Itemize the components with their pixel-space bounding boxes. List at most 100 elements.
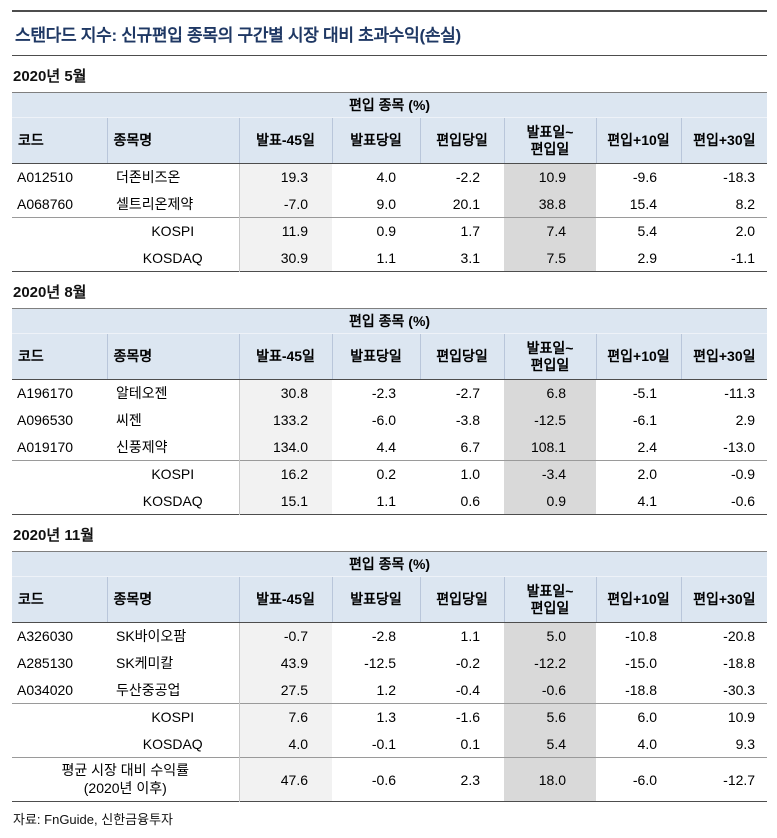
value-cell: 27.5: [238, 676, 332, 704]
stock-name: SK바이오팜: [116, 628, 187, 645]
empty-cell: [12, 217, 107, 245]
table-group-header: 편입 종목 (%): [12, 308, 768, 334]
value-cell: 2.4: [637, 438, 657, 455]
stock-code: A034020: [17, 681, 74, 698]
value-cell: 43.9: [238, 649, 332, 677]
table-row: A034020 두산중공업 27.5 1.2 -0.4 -0.6 -18.8 -30.3: [12, 676, 767, 704]
index-name: KOSDAQ: [142, 735, 203, 752]
group-header-row: 편입 종목 (%): [12, 308, 768, 334]
value-cell: -2.2: [455, 169, 480, 186]
value-cell: 10.9: [681, 703, 768, 731]
column-header: 코드: [12, 117, 107, 164]
column-header: 편입+10일: [595, 333, 681, 380]
value-cell: -2.8: [371, 628, 396, 645]
value-cell: 2.0: [681, 217, 768, 245]
value-cell: 4.0: [238, 730, 332, 758]
stock-name: 셀트리온제약: [116, 195, 194, 212]
table-row: A326030 SK바이오팜 -0.7 -2.8 1.1 5.0 -10.8 -20.8: [12, 622, 767, 650]
column-header: 코드: [12, 333, 107, 380]
value-cell: 2.9: [637, 249, 657, 266]
group-header-row: 편입 종목 (%): [12, 92, 768, 118]
value-cell: 30.8: [238, 379, 332, 407]
column-header: 발표-45일: [238, 576, 332, 623]
value-cell: 1.1: [376, 492, 396, 509]
value-cell: -10.8: [625, 628, 657, 645]
value-cell: 47.6: [238, 757, 332, 802]
value-cell: -13.0: [723, 438, 756, 455]
column-header: 편입+30일: [680, 576, 768, 623]
column-header: 편입+10일: [595, 117, 681, 164]
empty-cell: [12, 703, 107, 731]
column-header: 종목명: [106, 576, 239, 623]
value-cell: 108.1: [504, 433, 596, 461]
value-cell: -3.8: [455, 412, 480, 428]
value-cell: 1.0: [420, 460, 504, 488]
value-cell: -20.8: [723, 628, 756, 645]
value-cell: -18.8: [723, 655, 756, 671]
data-table: 편입 종목 (%) 코드 종목명 발표-45일 발표당일 편입당일 발표일~ 편입일 편입+1…: [12, 551, 768, 802]
table-row: A019170 신풍제약 134.0 4.4 6.7 108.1 2.4 -13.0: [12, 433, 767, 461]
stock-code: A326030: [17, 628, 74, 645]
value-cell: 7.4: [504, 217, 596, 245]
value-cell: -7.0: [238, 190, 332, 218]
summary-label: 평균 시장 대비 수익률 (2020년 이후): [12, 757, 239, 802]
index-row: KOSDAQ 15.1 1.1 0.6 0.9 4.1 -0.6: [12, 487, 767, 515]
column-header: 발표당일: [331, 333, 420, 380]
index-name: KOSDAQ: [142, 492, 203, 509]
value-cell: -9.6: [632, 169, 657, 186]
value-cell: -18.8: [625, 681, 657, 698]
empty-cell: [12, 488, 107, 515]
source-note: 자료: FnGuide, 신한금융투자: [13, 812, 173, 827]
value-cell: -0.9: [681, 460, 768, 488]
index-name: KOSPI: [107, 460, 239, 488]
index-name: KOSPI: [107, 217, 239, 245]
stock-code: A285130: [17, 655, 74, 671]
stock-name: 더존비즈온: [116, 169, 181, 186]
column-header: 발표-45일: [238, 333, 332, 380]
value-cell: -0.6: [504, 676, 596, 704]
value-cell: 4.4: [376, 438, 396, 455]
stock-name: SK케미칼: [116, 655, 174, 671]
column-header: 발표당일: [331, 117, 420, 164]
column-header: 편입+30일: [680, 117, 768, 164]
value-cell: 0.1: [460, 735, 480, 752]
value-cell: 0.9: [504, 487, 596, 515]
value-cell: 133.2: [238, 406, 332, 434]
stock-name: 씨젠: [116, 412, 142, 428]
value-cell: -18.3: [723, 169, 756, 186]
value-cell: 19.3: [238, 163, 332, 191]
column-header: 발표일~ 편입일: [503, 333, 596, 380]
data-table: 편입 종목 (%) 코드 종목명 발표-45일 발표당일 편입당일 발표일~ 편입일 편입+1…: [12, 92, 768, 272]
column-header: 발표-45일: [238, 117, 332, 164]
value-cell: 18.0: [504, 757, 596, 802]
value-cell: 4.0: [376, 169, 396, 186]
value-cell: 15.4: [629, 195, 657, 212]
table-group-header: 편입 종목 (%): [12, 551, 768, 577]
value-cell: 7.5: [504, 244, 596, 272]
value-cell: -0.6: [730, 492, 756, 509]
value-cell: 6.0: [596, 703, 681, 731]
value-cell: -3.4: [504, 460, 596, 488]
value-cell: -2.3: [371, 385, 396, 402]
stock-code: A019170: [17, 438, 74, 455]
column-header-row: 코드 종목명 발표-45일 발표당일 편입당일 발표일~ 편입일 편입+10일 편입+30일: [12, 117, 768, 164]
value-cell: 6.7: [460, 438, 480, 455]
value-cell: 5.4: [596, 217, 681, 245]
tables-container: 2020년 5월 편입 종목 (%) 코드 종목명 발표-45일 발표당일 편입당일 발표일~…: [12, 65, 768, 802]
section-title: 2020년 5월: [13, 68, 87, 85]
table-row: A285130 SK케미칼 43.9 -12.5 -0.2 -12.2 -15.0 -18.8: [12, 649, 767, 677]
value-cell: -0.2: [455, 655, 480, 671]
column-header: 편입당일: [419, 576, 504, 623]
value-cell: -0.1: [371, 735, 396, 752]
stock-name: 두산중공업: [116, 681, 181, 698]
value-cell: -2.7: [455, 385, 480, 402]
page-title: 스탠다드 지수: 신규편입 종목의 구간별 시장 대비 초과수익(손실): [15, 26, 461, 45]
value-cell: 9.0: [376, 195, 396, 212]
value-cell: 1.7: [420, 217, 504, 245]
value-cell: -6.0: [596, 757, 681, 802]
value-cell: -1.6: [420, 703, 504, 731]
value-cell: -12.5: [364, 655, 396, 671]
value-cell: 0.2: [332, 460, 420, 488]
value-cell: 1.3: [332, 703, 420, 731]
